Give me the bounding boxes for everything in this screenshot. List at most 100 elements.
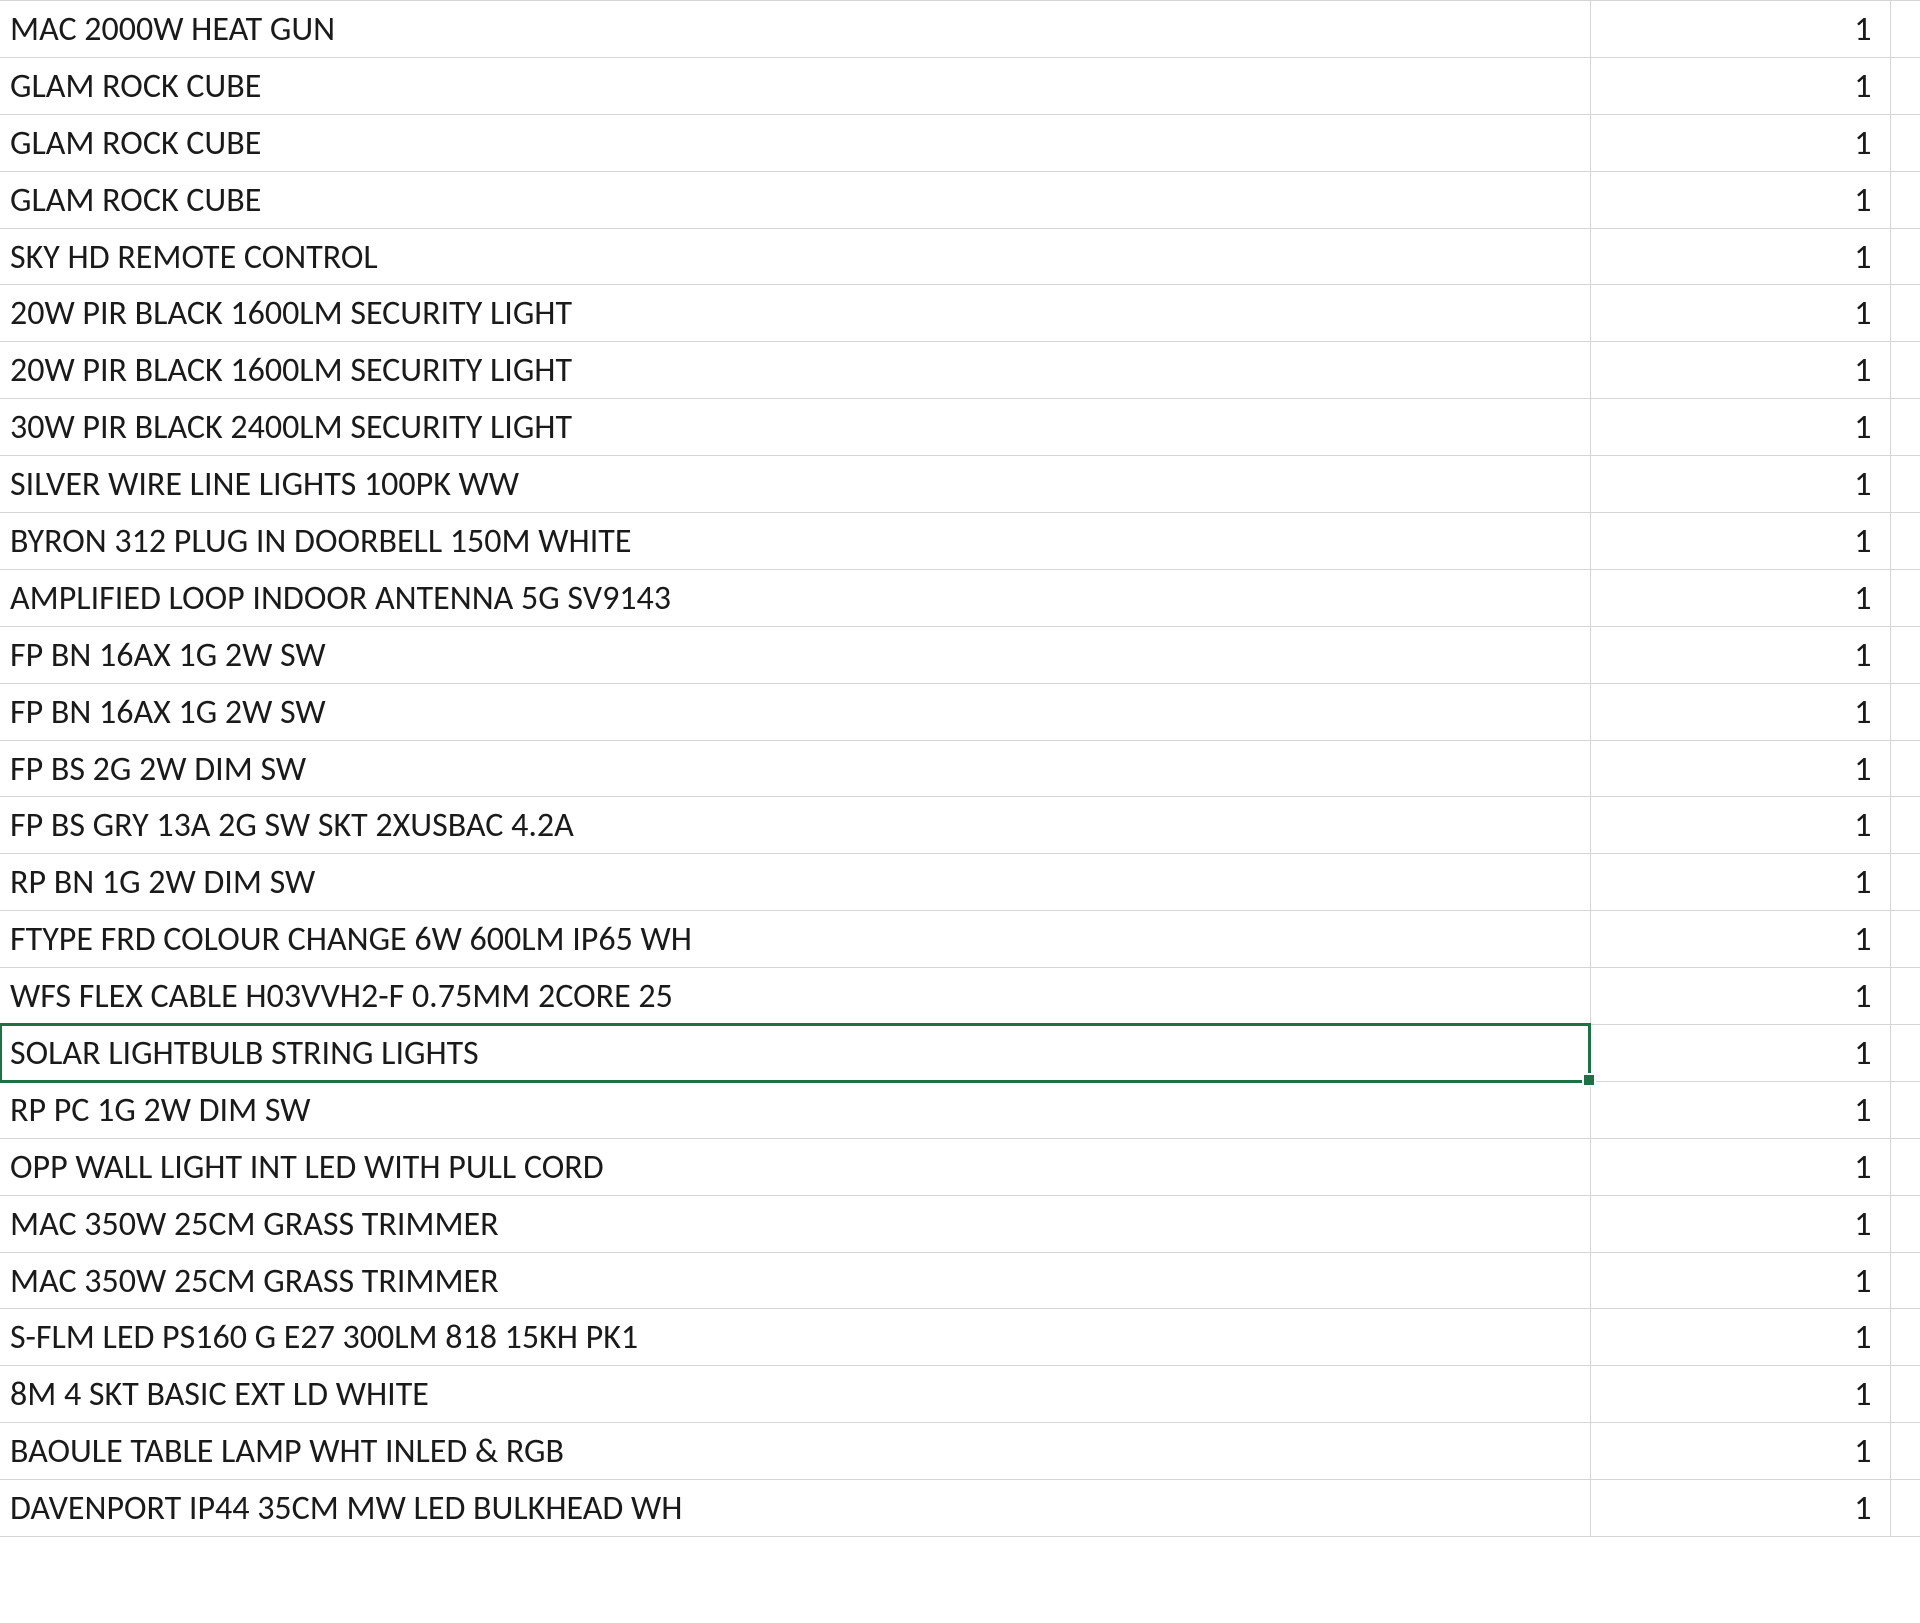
cell-empty[interactable] <box>1890 1195 1920 1252</box>
cell-qty[interactable]: 1 <box>1590 569 1890 626</box>
cell-description[interactable]: RP PC 1G 2W DIM SW <box>0 1081 1590 1138</box>
cell-qty[interactable]: 1 <box>1590 399 1890 456</box>
cell-empty[interactable] <box>1890 968 1920 1025</box>
table-row[interactable]: WFS FLEX CABLE H03VVH2-F 0.75MM 2CORE 25… <box>0 968 1920 1025</box>
table-row[interactable]: RP BN 1G 2W DIM SW1 <box>0 854 1920 911</box>
cell-qty[interactable]: 1 <box>1590 57 1890 114</box>
cell-qty[interactable]: 1 <box>1590 740 1890 797</box>
table-row[interactable]: FP BS 2G 2W DIM SW1 <box>0 740 1920 797</box>
cell-empty[interactable] <box>1890 171 1920 228</box>
cell-description[interactable]: RP BN 1G 2W DIM SW <box>0 854 1590 911</box>
cell-description[interactable]: FP BS 2G 2W DIM SW <box>0 740 1590 797</box>
cell-empty[interactable] <box>1890 456 1920 513</box>
cell-empty[interactable] <box>1890 114 1920 171</box>
cell-description[interactable]: SILVER WIRE LINE LIGHTS 100PK WW <box>0 456 1590 513</box>
table-row[interactable]: GLAM ROCK CUBE1 <box>0 171 1920 228</box>
cell-empty[interactable] <box>1890 513 1920 570</box>
cell-empty[interactable] <box>1890 740 1920 797</box>
cell-empty[interactable] <box>1890 1138 1920 1195</box>
cell-description[interactable]: BYRON 312 PLUG IN DOORBELL 150M WHITE <box>0 513 1590 570</box>
cell-empty[interactable] <box>1890 57 1920 114</box>
table-row[interactable]: BYRON 312 PLUG IN DOORBELL 150M WHITE1 <box>0 513 1920 570</box>
cell-qty[interactable]: 1 <box>1590 797 1890 854</box>
table-row[interactable]: GLAM ROCK CUBE1 <box>0 114 1920 171</box>
cell-qty[interactable]: 1 <box>1590 114 1890 171</box>
cell-description[interactable]: 30W PIR BLACK 2400LM SECURITY LIGHT <box>0 399 1590 456</box>
cell-qty[interactable]: 1 <box>1590 1138 1890 1195</box>
table-row[interactable]: FP BN 16AX 1G 2W SW1 <box>0 683 1920 740</box>
cell-description[interactable]: 20W PIR BLACK 1600LM SECURITY LIGHT <box>0 285 1590 342</box>
cell-description[interactable]: AMPLIFIED LOOP INDOOR ANTENNA 5G SV9143 <box>0 569 1590 626</box>
cell-description[interactable]: WFS FLEX CABLE H03VVH2-F 0.75MM 2CORE 25 <box>0 968 1590 1025</box>
table-row[interactable]: 8M 4 SKT BASIC EXT LD WHITE1 <box>0 1366 1920 1423</box>
cell-description[interactable]: GLAM ROCK CUBE <box>0 114 1590 171</box>
cell-empty[interactable] <box>1890 1252 1920 1309</box>
table-row[interactable]: MAC 350W 25CM GRASS TRIMMER1 <box>0 1252 1920 1309</box>
table-row[interactable]: SILVER WIRE LINE LIGHTS 100PK WW1 <box>0 456 1920 513</box>
table-row[interactable]: 30W PIR BLACK 2400LM SECURITY LIGHT1 <box>0 399 1920 456</box>
table-row[interactable]: MAC 350W 25CM GRASS TRIMMER1 <box>0 1195 1920 1252</box>
table-row[interactable]: RP PC 1G 2W DIM SW1 <box>0 1081 1920 1138</box>
cell-qty[interactable]: 1 <box>1590 1480 1890 1537</box>
cell-empty[interactable] <box>1890 854 1920 911</box>
cell-description[interactable]: DAVENPORT IP44 35CM MW LED BULKHEAD WH <box>0 1480 1590 1537</box>
cell-qty[interactable]: 1 <box>1590 683 1890 740</box>
cell-empty[interactable] <box>1890 1480 1920 1537</box>
cell-description[interactable]: GLAM ROCK CUBE <box>0 171 1590 228</box>
cell-description[interactable]: OPP WALL LIGHT INT LED WITH PULL CORD <box>0 1138 1590 1195</box>
cell-qty[interactable]: 1 <box>1590 171 1890 228</box>
cell-empty[interactable] <box>1890 399 1920 456</box>
cell-qty[interactable]: 1 <box>1590 968 1890 1025</box>
cell-description[interactable]: SKY HD REMOTE CONTROL <box>0 228 1590 285</box>
table-row[interactable]: BAOULE TABLE LAMP WHT INLED & RGB1 <box>0 1423 1920 1480</box>
cell-empty[interactable] <box>1890 1 1920 58</box>
table-row[interactable]: FP BS GRY 13A 2G SW SKT 2XUSBAC 4.2A1 <box>0 797 1920 854</box>
cell-description[interactable]: 8M 4 SKT BASIC EXT LD WHITE <box>0 1366 1590 1423</box>
cell-description[interactable]: BAOULE TABLE LAMP WHT INLED & RGB <box>0 1423 1590 1480</box>
cell-empty[interactable] <box>1890 911 1920 968</box>
cell-qty[interactable]: 1 <box>1590 854 1890 911</box>
table-row[interactable]: DAVENPORT IP44 35CM MW LED BULKHEAD WH1 <box>0 1480 1920 1537</box>
cell-qty[interactable]: 1 <box>1590 1309 1890 1366</box>
cell-empty[interactable] <box>1890 1423 1920 1480</box>
cell-qty[interactable]: 1 <box>1590 1366 1890 1423</box>
cell-empty[interactable] <box>1890 569 1920 626</box>
table-row[interactable]: MAC 2000W HEAT GUN1 <box>0 1 1920 58</box>
cell-empty[interactable] <box>1890 1366 1920 1423</box>
cell-empty[interactable] <box>1890 342 1920 399</box>
cell-qty[interactable]: 1 <box>1590 1 1890 58</box>
cell-qty[interactable]: 1 <box>1590 342 1890 399</box>
cell-empty[interactable] <box>1890 228 1920 285</box>
table-row[interactable]: SKY HD REMOTE CONTROL1 <box>0 228 1920 285</box>
cell-qty[interactable]: 1 <box>1590 911 1890 968</box>
cell-description[interactable]: GLAM ROCK CUBE <box>0 57 1590 114</box>
cell-empty[interactable] <box>1890 1025 1920 1082</box>
cell-description[interactable]: FTYPE FRD COLOUR CHANGE 6W 600LM IP65 WH <box>0 911 1590 968</box>
cell-description[interactable]: 20W PIR BLACK 1600LM SECURITY LIGHT <box>0 342 1590 399</box>
cell-qty[interactable]: 1 <box>1590 626 1890 683</box>
cell-empty[interactable] <box>1890 285 1920 342</box>
cell-description[interactable]: FP BS GRY 13A 2G SW SKT 2XUSBAC 4.2A <box>0 797 1590 854</box>
cell-qty[interactable]: 1 <box>1590 1081 1890 1138</box>
cell-description[interactable]: MAC 2000W HEAT GUN <box>0 1 1590 58</box>
table-row[interactable]: SOLAR LIGHTBULB STRING LIGHTS1 <box>0 1025 1920 1082</box>
cell-qty[interactable]: 1 <box>1590 1025 1890 1082</box>
cell-qty[interactable]: 1 <box>1590 1195 1890 1252</box>
cell-qty[interactable]: 1 <box>1590 1423 1890 1480</box>
cell-qty[interactable]: 1 <box>1590 228 1890 285</box>
table-row[interactable]: OPP WALL LIGHT INT LED WITH PULL CORD1 <box>0 1138 1920 1195</box>
table-row[interactable]: S-FLM LED PS160 G E27 300LM 818 15KH PK1… <box>0 1309 1920 1366</box>
cell-qty[interactable]: 1 <box>1590 456 1890 513</box>
table-row[interactable]: FP BN 16AX 1G 2W SW1 <box>0 626 1920 683</box>
cell-empty[interactable] <box>1890 683 1920 740</box>
cell-empty[interactable] <box>1890 1309 1920 1366</box>
cell-description[interactable]: FP BN 16AX 1G 2W SW <box>0 683 1590 740</box>
cell-empty[interactable] <box>1890 797 1920 854</box>
cell-qty[interactable]: 1 <box>1590 513 1890 570</box>
table-row[interactable]: AMPLIFIED LOOP INDOOR ANTENNA 5G SV91431 <box>0 569 1920 626</box>
cell-qty[interactable]: 1 <box>1590 1252 1890 1309</box>
table-row[interactable]: FTYPE FRD COLOUR CHANGE 6W 600LM IP65 WH… <box>0 911 1920 968</box>
cell-empty[interactable] <box>1890 1081 1920 1138</box>
cell-description[interactable]: SOLAR LIGHTBULB STRING LIGHTS <box>0 1025 1590 1082</box>
table-row[interactable]: 20W PIR BLACK 1600LM SECURITY LIGHT1 <box>0 342 1920 399</box>
